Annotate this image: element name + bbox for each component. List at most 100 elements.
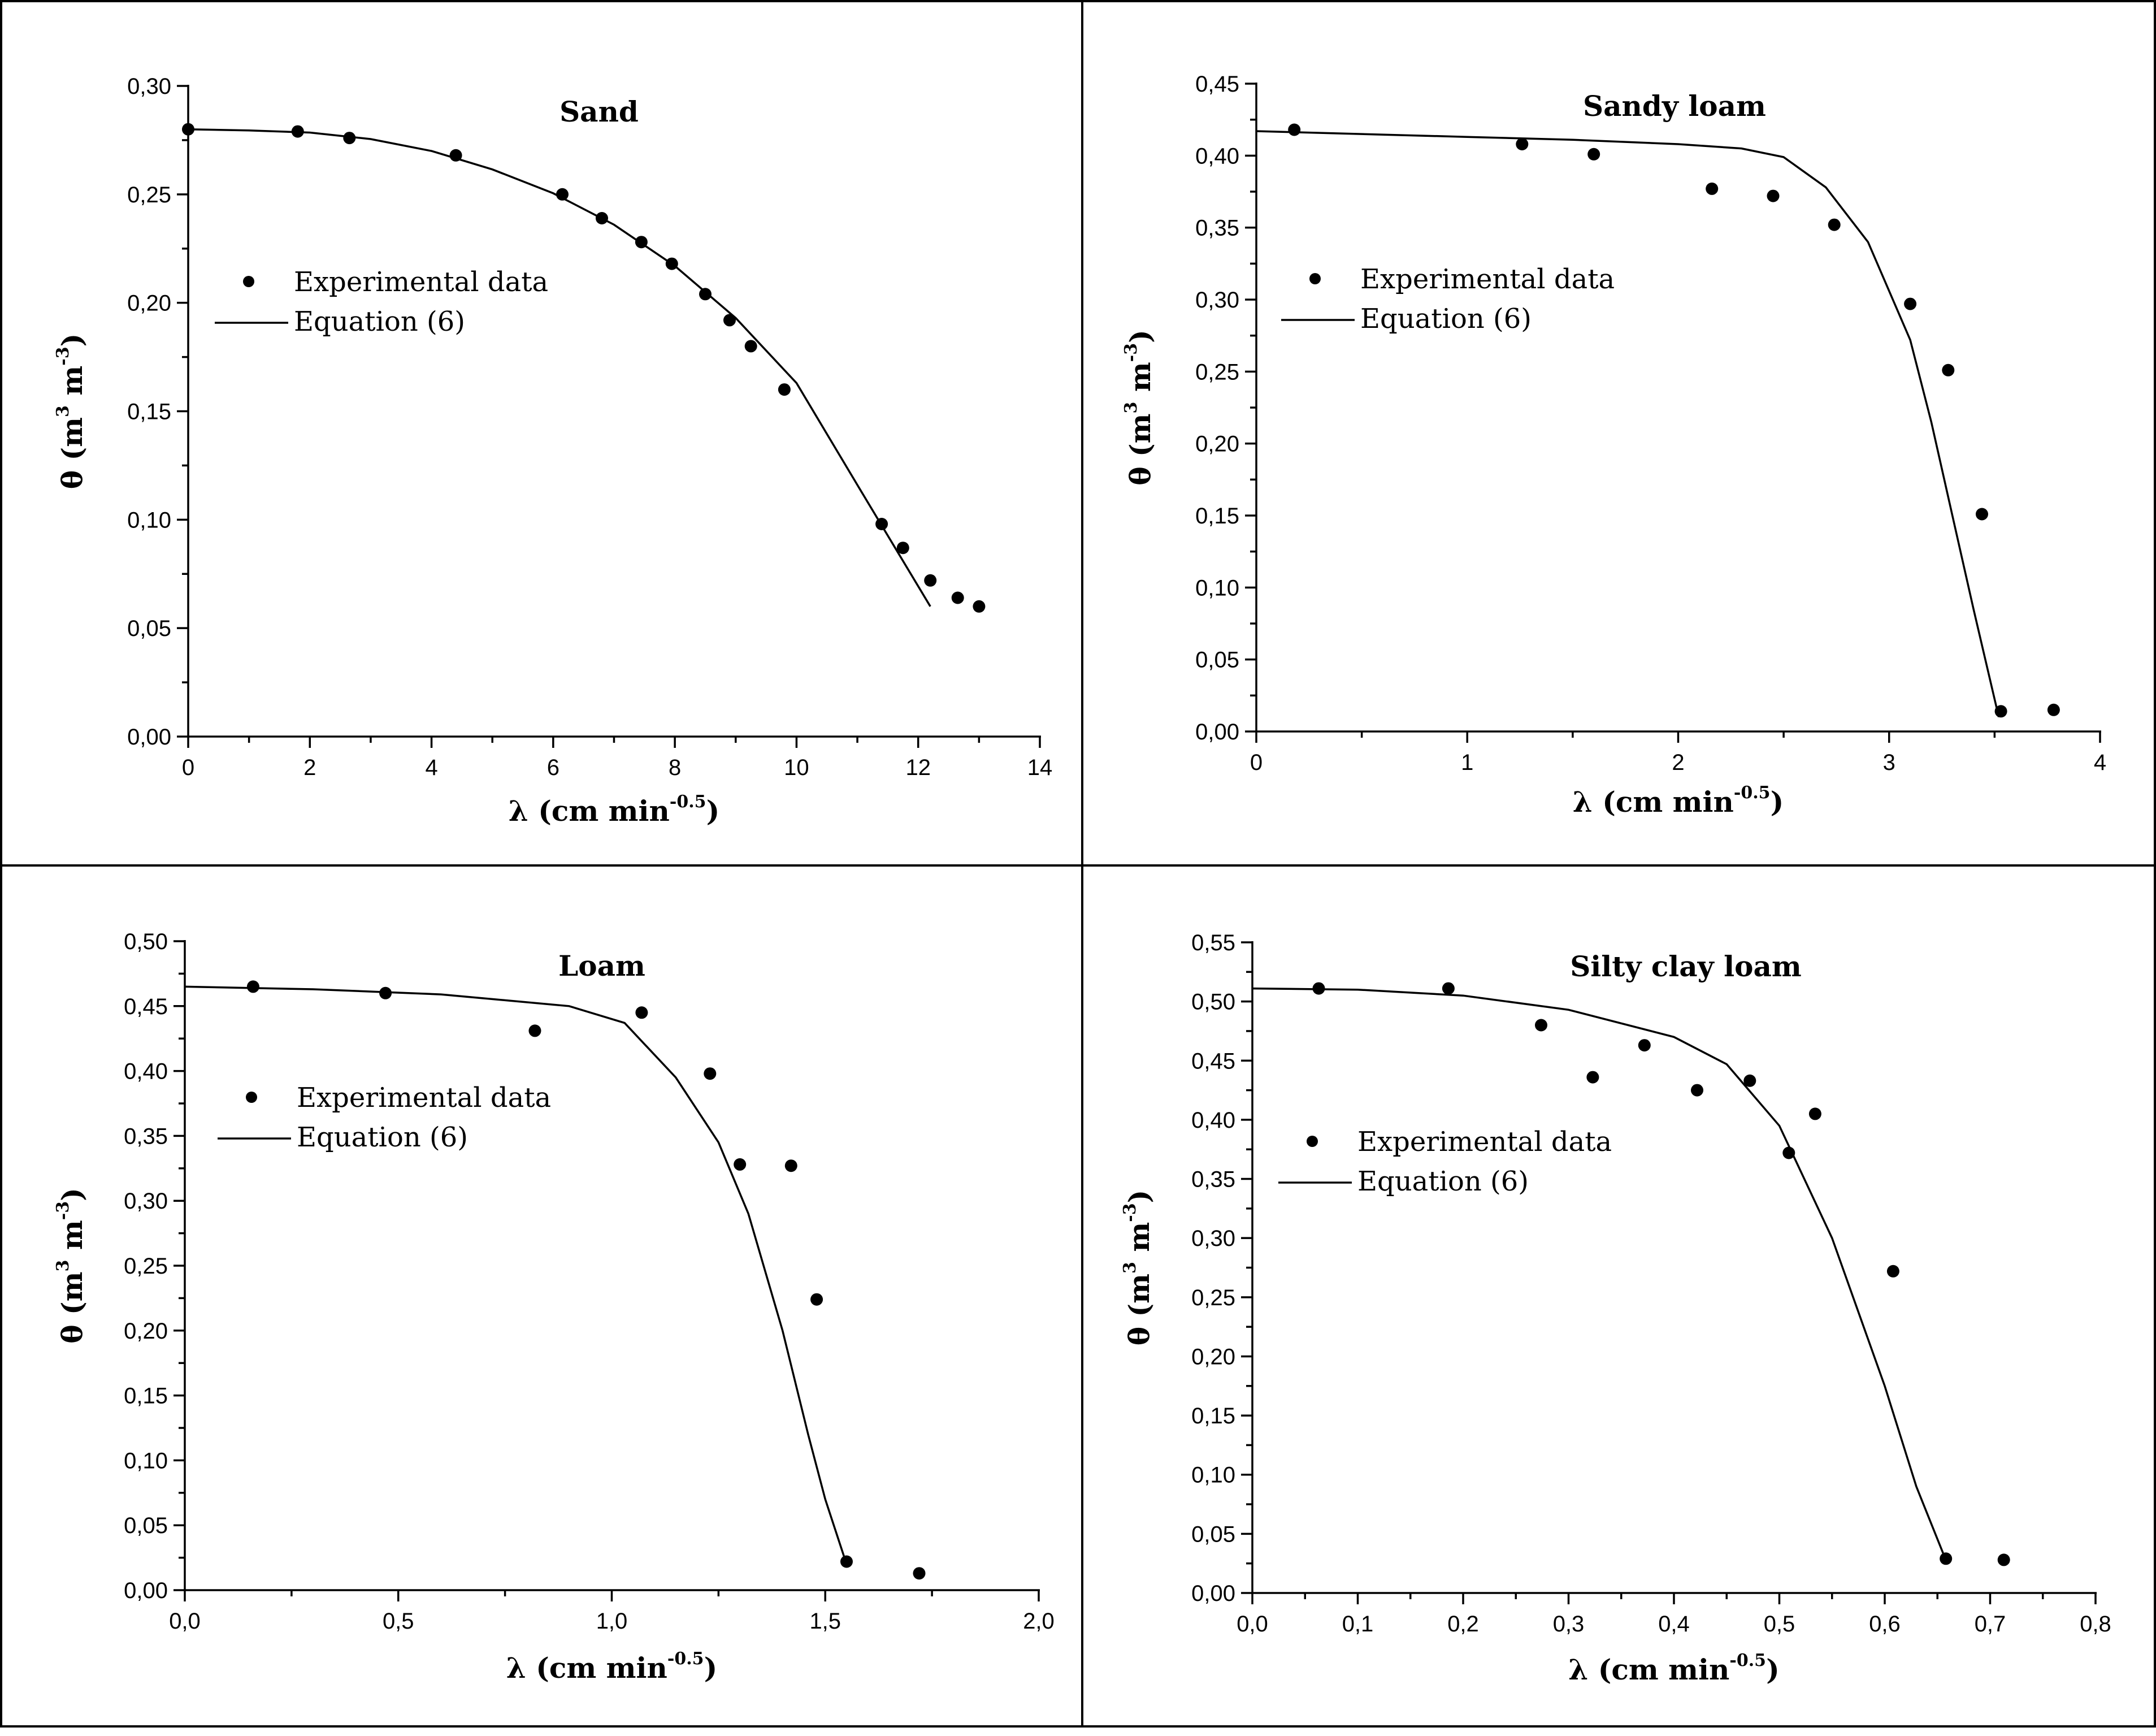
y-tick-label: 0,10 — [1195, 575, 1239, 600]
x-tick-label: 2 — [303, 755, 316, 780]
y-tick-label: 0,05 — [1191, 1522, 1235, 1547]
data-point — [1904, 297, 1917, 310]
chart-title: Loam — [558, 949, 645, 982]
chart-title: Sand — [559, 95, 639, 128]
x-tick-label: 6 — [547, 755, 559, 780]
x-tick-label: 0,2 — [1447, 1612, 1479, 1637]
legend-label-equation: Equation (6) — [1357, 1166, 1529, 1197]
data-point — [778, 383, 791, 396]
series-line-equation — [184, 985, 845, 1558]
x-tick-label: 0,3 — [1553, 1612, 1585, 1637]
chart-title: Silty clay loam — [1570, 950, 1802, 983]
data-point — [744, 340, 757, 353]
y-tick-label: 0,00 — [1191, 1581, 1235, 1606]
chart-panel-3: 0,0 0,1 0,2 0,3 0,4 0,5 0,6 0,7 0,8 0,00 0,05 0,10 0… — [1120, 930, 2111, 1686]
data-point — [528, 1024, 541, 1037]
y-tick-label: 0,45 — [1191, 1049, 1235, 1073]
y-tick-label: 0,20 — [1191, 1344, 1235, 1369]
y-tick-label: 0,15 — [124, 1384, 168, 1409]
data-point — [1691, 1084, 1703, 1097]
legend-label-experimental: Experimental data — [297, 1082, 551, 1114]
legend-marker-points — [1309, 273, 1321, 284]
data-point — [1994, 705, 2007, 718]
y-tick-label: 0,50 — [124, 929, 168, 954]
legend-label-experimental: Experimental data — [1357, 1126, 1612, 1158]
data-point — [2047, 703, 2060, 716]
y-tick-label: 0,25 — [127, 183, 171, 207]
chart-panel-2: 0,0 0,5 1,0 1,5 2,0 0,00 0,05 0,10 0,15 0,20 0,25 0… — [53, 929, 1055, 1685]
y-tick-label: 0,35 — [1191, 1167, 1235, 1192]
y-tick-label: 0,45 — [124, 994, 168, 1019]
x-tick-label: 0,4 — [1658, 1612, 1690, 1637]
data-point — [343, 132, 356, 145]
data-point — [1587, 148, 1600, 161]
x-tick-label: 8 — [669, 755, 681, 780]
y-tick-label: 0,05 — [127, 616, 171, 641]
y-tick-label: 0,30 — [124, 1189, 168, 1214]
data-point — [1288, 123, 1301, 136]
legend: Experimental data Equation (6) — [1281, 263, 1615, 335]
data-point — [1706, 182, 1719, 195]
series-line-equation — [1252, 987, 1946, 1558]
chart-panels: 0 2 4 6 8 10 12 140,000,050,100,150,200,250,30S… — [53, 72, 2111, 1686]
legend: Experimental data Equation (6) — [1278, 1126, 1612, 1197]
y-tick-label: 0,00 — [127, 725, 171, 750]
data-point — [784, 1159, 797, 1172]
y-tick-label: 0,30 — [1195, 288, 1239, 313]
y-tick-label: 0,35 — [1195, 216, 1239, 241]
y-tick-label: 0,00 — [124, 1578, 168, 1603]
data-point — [699, 288, 712, 301]
y-tick-label: 0,35 — [124, 1124, 168, 1149]
y-tick-label: 0,20 — [124, 1319, 168, 1344]
data-point — [1942, 363, 1955, 376]
y-tick-label: 0,30 — [127, 74, 171, 99]
y-tick-label: 0,25 — [1191, 1285, 1235, 1310]
data-point — [291, 125, 304, 138]
data-point — [635, 1006, 648, 1019]
legend: Experimental data Equation (6) — [215, 266, 548, 337]
y-tick-label: 0,40 — [1195, 144, 1239, 168]
legend-marker-points — [243, 276, 254, 287]
x-tick-label: 10 — [784, 755, 809, 780]
y-tick-label: 0,20 — [1195, 432, 1239, 457]
data-point — [1743, 1074, 1756, 1087]
data-point — [1782, 1146, 1795, 1159]
data-point — [704, 1067, 717, 1080]
data-point — [1976, 508, 1988, 521]
data-point — [1808, 1107, 1821, 1120]
y-tick-label: 0,15 — [1195, 504, 1239, 529]
data-point — [1767, 189, 1780, 202]
y-tick-label: 0,15 — [1191, 1404, 1235, 1428]
data-point — [1638, 1039, 1651, 1052]
data-point — [1442, 982, 1455, 995]
y-tick-label: 0,50 — [1191, 990, 1235, 1015]
x-tick-label: 1,5 — [809, 1609, 841, 1634]
legend-label-equation: Equation (6) — [297, 1122, 468, 1153]
x-tick-label: 0,1 — [1342, 1612, 1374, 1637]
data-point — [1997, 1553, 2010, 1566]
y-tick-label: 0,25 — [1195, 360, 1239, 384]
x-tick-label: 0 — [182, 755, 194, 780]
data-point — [635, 236, 648, 249]
y-tick-label: 0,55 — [1191, 930, 1235, 955]
data-point — [951, 591, 964, 604]
x-tick-label: 2,0 — [1023, 1609, 1055, 1634]
data-point — [1535, 1019, 1547, 1032]
y-tick-label: 0,40 — [1191, 1108, 1235, 1133]
legend-marker-points — [246, 1092, 257, 1103]
data-point — [182, 123, 194, 136]
data-point — [379, 986, 392, 999]
data-point — [723, 314, 736, 327]
legend-label-equation: Equation (6) — [294, 306, 465, 337]
data-point — [840, 1555, 853, 1568]
data-point — [734, 1158, 747, 1171]
x-tick-label: 0,8 — [2080, 1612, 2111, 1637]
x-tick-label: 3 — [1883, 750, 1895, 775]
legend-label-experimental: Experimental data — [294, 266, 548, 298]
y-tick-label: 0,10 — [1191, 1463, 1235, 1488]
data-point — [1828, 218, 1841, 231]
data-point — [449, 149, 462, 162]
x-tick-label: 0 — [1250, 750, 1263, 775]
